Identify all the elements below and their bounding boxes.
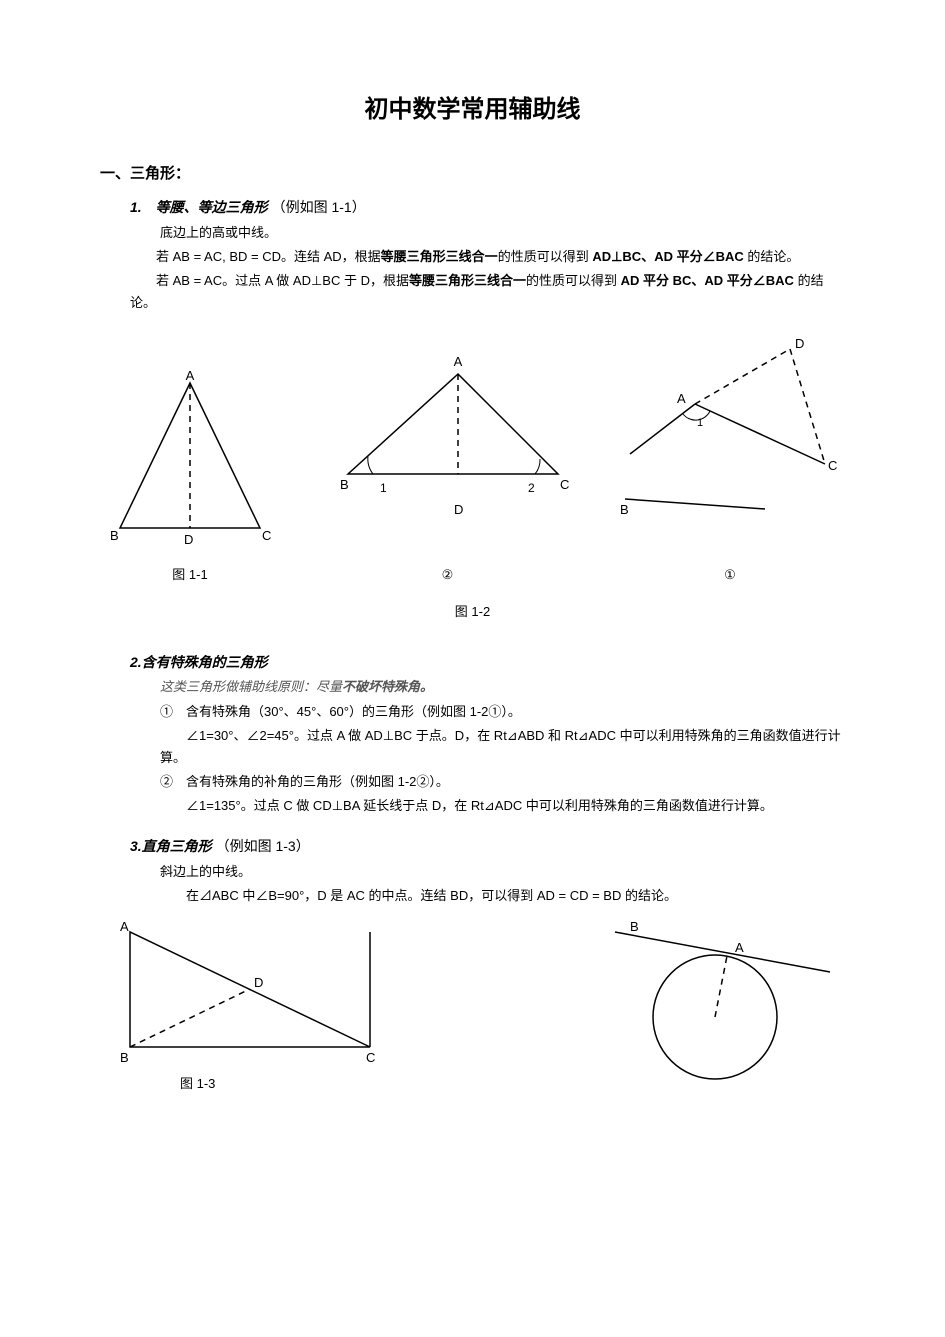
label-d: D bbox=[795, 336, 804, 351]
figure-1-3: A B C D 图 1-3 bbox=[100, 917, 400, 1095]
triangle-special-angle-icon: A B C D 1 2 bbox=[318, 334, 578, 544]
label-d: D bbox=[254, 975, 263, 990]
item3-head: 3.直角三角形 （例如图 1-3） bbox=[130, 835, 845, 859]
figure-1-2-part2: A B C D 1 2 ② bbox=[318, 334, 578, 586]
t: 的性质可以得到 bbox=[526, 273, 621, 288]
item2-head: 2.含有特殊角的三角形 bbox=[130, 651, 845, 675]
label-a: A bbox=[186, 368, 195, 383]
label-b: B bbox=[120, 1050, 129, 1065]
section-heading: 一、三角形： bbox=[100, 161, 845, 187]
label-d: D bbox=[454, 502, 463, 517]
t: 等腰三角形三线合一 bbox=[409, 273, 526, 288]
label-d: D bbox=[184, 532, 193, 547]
label-b: B bbox=[340, 477, 349, 492]
t: AD 平分 BC、AD 平分∠BAC bbox=[621, 273, 794, 288]
figure-1-2-part1: 1 A B C D ① bbox=[615, 334, 845, 586]
circle-1-label: ① bbox=[724, 564, 736, 586]
circle-2-label: ② bbox=[442, 564, 454, 586]
label-a: A bbox=[677, 391, 686, 406]
item3-head-text: 3.直角三角形 bbox=[130, 838, 212, 854]
angle-1: 1 bbox=[697, 417, 703, 429]
angle-1: 1 bbox=[380, 481, 387, 495]
item2-principle: 这类三角形做辅助线原则：尽量不破坏特殊角。 bbox=[160, 676, 845, 698]
t: 的结论。 bbox=[744, 249, 800, 264]
t: AD⊥BC、AD 平分∠BAC bbox=[592, 249, 743, 264]
t: 的性质可以得到 bbox=[498, 249, 593, 264]
diagrams-row-1: A B C D 图 1-1 A B C D 1 2 ② bbox=[100, 334, 845, 586]
label-b: B bbox=[620, 502, 629, 517]
t: 若 AB = AC, BD = CD。连结 AD，根据 bbox=[156, 249, 381, 264]
figure-circle-tangent: B A bbox=[585, 917, 845, 1087]
item3-head-note: （例如图 1-3） bbox=[216, 838, 310, 854]
label-b: B bbox=[110, 528, 119, 543]
label-c: C bbox=[366, 1050, 375, 1065]
item2-p3: ② 含有特殊角的补角的三角形（例如图 1-2②）。 bbox=[160, 771, 845, 793]
item1-head: 1. 等腰、等边三角形 （例如图 1-1） bbox=[130, 196, 845, 220]
item2-p4: ∠1=135°。过点 C 做 CD⊥BA 延长线于点 D，在 Rt⊿ADC 中可… bbox=[160, 795, 845, 817]
label-c: C bbox=[262, 528, 271, 543]
item1-head-text: 1. 等腰、等边三角形 bbox=[130, 199, 268, 215]
label-a: A bbox=[453, 354, 462, 369]
t: 等腰三角形三线合一 bbox=[381, 249, 498, 264]
label-c: C bbox=[828, 458, 837, 473]
item2-p2: ∠1=30°、∠2=45°。过点 A 做 AD⊥BC 于点。D，在 Rt⊿ABD… bbox=[160, 725, 845, 769]
diagrams-row-2: A B C D 图 1-3 B A bbox=[100, 917, 845, 1095]
triangle-obtuse-icon: 1 A B C D bbox=[615, 334, 845, 544]
label-c: C bbox=[560, 477, 569, 492]
page-title: 初中数学常用辅助线 bbox=[100, 90, 845, 131]
fig-1-1-label: 图 1-1 bbox=[172, 564, 207, 586]
t: 若 AB = AC。过点 A 做 AD⊥BC 于 D，根据 bbox=[156, 273, 409, 288]
item1-p3: 若 AB = AC。过点 A 做 AD⊥BC 于 D，根据等腰三角形三线合一的性… bbox=[130, 270, 845, 314]
right-triangle-icon: A B C D bbox=[100, 917, 400, 1067]
triangle-isosceles-icon: A B C D bbox=[100, 368, 280, 558]
label-a: A bbox=[735, 940, 744, 955]
t: 不破坏特殊角。 bbox=[342, 679, 433, 694]
label-b: B bbox=[630, 919, 639, 934]
angle-2: 2 bbox=[528, 481, 535, 495]
item2-p1: ① 含有特殊角（30°、45°、60°）的三角形（例如图 1-2①）。 bbox=[160, 701, 845, 723]
fig-1-3-label: 图 1-3 bbox=[180, 1073, 215, 1095]
figure-1-1: A B C D 图 1-1 bbox=[100, 368, 280, 586]
t: 这类三角形做辅助线原则：尽量 bbox=[160, 679, 342, 694]
item1-head-note: （例如图 1-1） bbox=[272, 199, 366, 215]
fig-1-2-label: 图 1-2 bbox=[100, 601, 845, 623]
item3-p2: 在⊿ABC 中∠B=90°，D 是 AC 的中点。连结 BD，可以得到 AD =… bbox=[160, 885, 845, 907]
item3-p1: 斜边上的中线。 bbox=[160, 861, 845, 883]
item1-p2: 若 AB = AC, BD = CD。连结 AD，根据等腰三角形三线合一的性质可… bbox=[130, 246, 845, 268]
label-a: A bbox=[120, 919, 129, 934]
circle-tangent-icon: B A bbox=[585, 917, 845, 1087]
item1-p1: 底边上的高或中线。 bbox=[160, 222, 845, 244]
